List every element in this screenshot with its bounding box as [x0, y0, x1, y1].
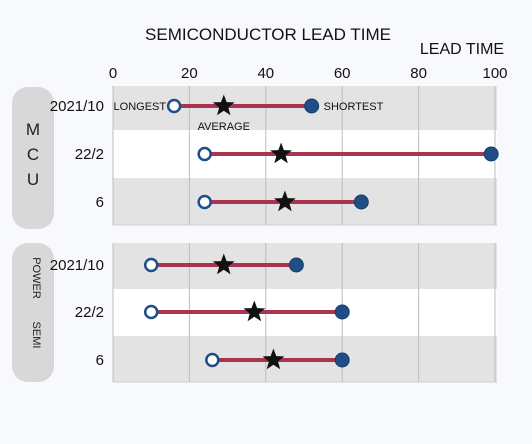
group-label-word: SEMI — [30, 322, 42, 349]
group-label-pill — [12, 87, 54, 229]
longest-marker — [143, 304, 159, 320]
group-label-word: POWER — [30, 257, 42, 299]
group-label-letter: M — [26, 120, 40, 139]
row-label: 2021/10 — [50, 98, 104, 115]
legend-shortest: SHORTEST — [324, 101, 384, 113]
x-tick-label: 100 — [482, 65, 507, 82]
longest-marker — [197, 146, 212, 162]
x-tick-label: 80 — [410, 65, 427, 82]
row-label: 22/2 — [75, 146, 104, 163]
group-label-pill — [12, 243, 54, 382]
shortest-marker — [334, 304, 350, 320]
legend-longest: LONGEST — [114, 101, 167, 113]
shortest-marker — [483, 146, 499, 162]
average-star — [262, 348, 285, 370]
x-tick-label: 20 — [181, 65, 198, 82]
x-tick-label: 60 — [334, 65, 351, 82]
axis-title: LEAD TIME — [420, 41, 504, 58]
row-label: 6 — [96, 352, 104, 369]
longest-marker — [143, 257, 159, 273]
x-tick-label: 0 — [109, 65, 117, 82]
longest-marker — [205, 352, 220, 368]
shortest-marker — [353, 194, 369, 210]
average-star — [274, 190, 296, 212]
average-star — [243, 300, 266, 322]
group-label-letter: C — [27, 145, 39, 164]
shortest-marker — [288, 257, 304, 273]
chart-title: SEMICONDUCTOR LEAD TIME — [145, 25, 391, 44]
average-star — [270, 142, 292, 164]
x-tick-label: 40 — [257, 65, 274, 82]
legend-average: AVERAGE — [198, 121, 250, 133]
row-label: 6 — [96, 194, 104, 211]
row-label: 2021/10 — [50, 257, 104, 274]
average-star — [212, 253, 235, 275]
shortest-marker — [304, 98, 320, 114]
longest-marker — [197, 194, 212, 210]
average-star — [212, 94, 235, 116]
group-label-letter: U — [27, 170, 39, 189]
row-label: 22/2 — [75, 304, 104, 321]
shortest-marker — [334, 352, 350, 368]
longest-marker — [166, 98, 182, 114]
